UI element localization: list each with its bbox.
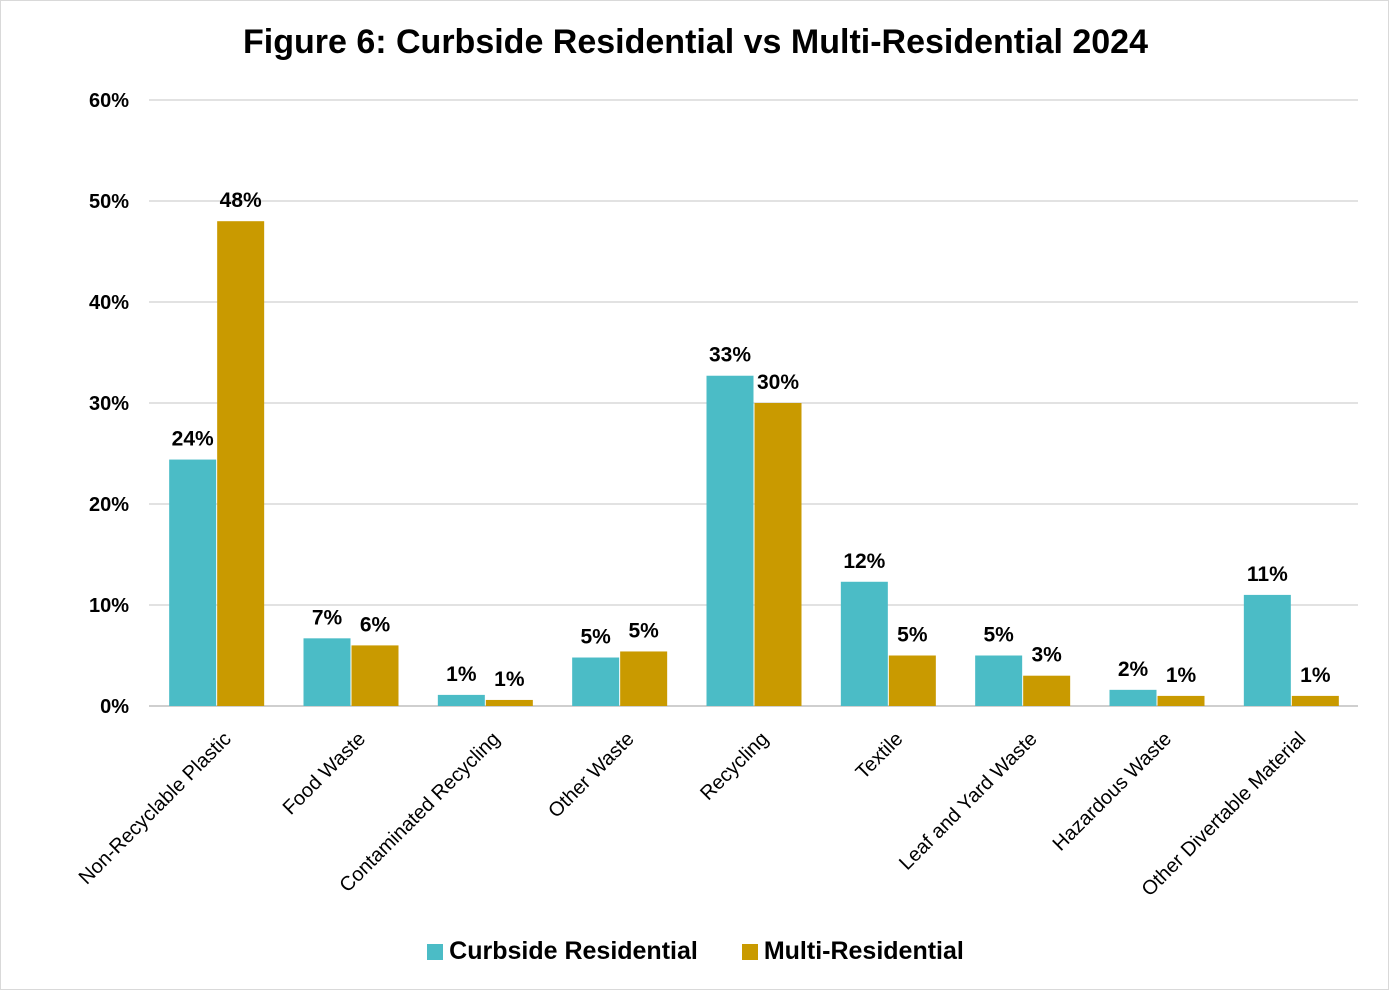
category-label: Food Waste (279, 728, 370, 819)
data-label: 2% (1118, 658, 1149, 681)
category-label: Contaminated Recycling (336, 728, 505, 897)
data-label: 33% (709, 344, 751, 367)
data-label: 1% (446, 663, 477, 686)
bar-multi (485, 699, 533, 706)
bar-curbside (1243, 594, 1291, 706)
bar-multi (620, 651, 668, 706)
chart-title: Figure 6: Curbside Residential vs Multi-… (242, 23, 1149, 61)
y-tick-label: 60% (89, 90, 129, 112)
y-tick-label: 40% (89, 292, 129, 314)
data-label: 30% (757, 371, 799, 394)
data-label: 11% (1247, 563, 1288, 586)
category-label: Textile (852, 728, 908, 784)
bar-multi (351, 645, 399, 706)
legend-item-curbside: Curbside Residential (427, 937, 698, 966)
bar-multi (1023, 675, 1071, 706)
bar-curbside (572, 657, 620, 706)
y-tick-label: 30% (89, 393, 129, 415)
data-label: 6% (360, 613, 391, 636)
data-label: 3% (1031, 644, 1062, 667)
bar-curbside (840, 581, 888, 706)
y-tick-label: 10% (89, 595, 129, 617)
bar-multi (754, 403, 802, 706)
y-tick-label: 20% (89, 494, 129, 516)
data-label: 48% (220, 189, 262, 212)
data-label: 7% (312, 606, 343, 629)
legend-swatch-curbside (427, 943, 444, 960)
category-label: Recycling (696, 728, 773, 805)
bar-curbside (169, 459, 217, 706)
bar-curbside (706, 375, 754, 706)
legend-item-multi: Multi-Residential (741, 937, 964, 966)
legend-swatch-multi (741, 943, 758, 960)
bar-multi (1291, 695, 1339, 706)
data-label: 5% (580, 626, 611, 649)
y-tick-label: 50% (89, 191, 129, 213)
y-tick-label: 0% (100, 696, 129, 718)
category-label: Other Waste (544, 728, 638, 822)
bar-curbside (1109, 689, 1157, 706)
bar-curbside (437, 694, 485, 706)
legend-label-multi: Multi-Residential (763, 937, 964, 965)
data-label: 5% (897, 624, 928, 647)
bar-multi (1157, 695, 1205, 706)
bar-curbside (303, 638, 351, 706)
data-label: 12% (843, 550, 885, 573)
data-label: 24% (172, 428, 214, 451)
data-label: 1% (1166, 664, 1197, 687)
data-label: 5% (983, 624, 1014, 647)
category-label: Non-Recyclable Plastic (75, 728, 236, 889)
bar-multi (888, 655, 936, 706)
bar-multi (217, 221, 265, 706)
data-label: 5% (628, 619, 659, 642)
bar-curbside (975, 655, 1023, 706)
category-label: Leaf and Yard Waste (895, 728, 1042, 875)
data-label: 1% (1300, 664, 1331, 687)
data-label: 1% (494, 668, 525, 691)
category-label: Hazardous Waste (1049, 728, 1176, 855)
legend-label-curbside: Curbside Residential (449, 937, 698, 965)
legend: Curbside Residential Multi-Residential (1, 937, 1389, 966)
